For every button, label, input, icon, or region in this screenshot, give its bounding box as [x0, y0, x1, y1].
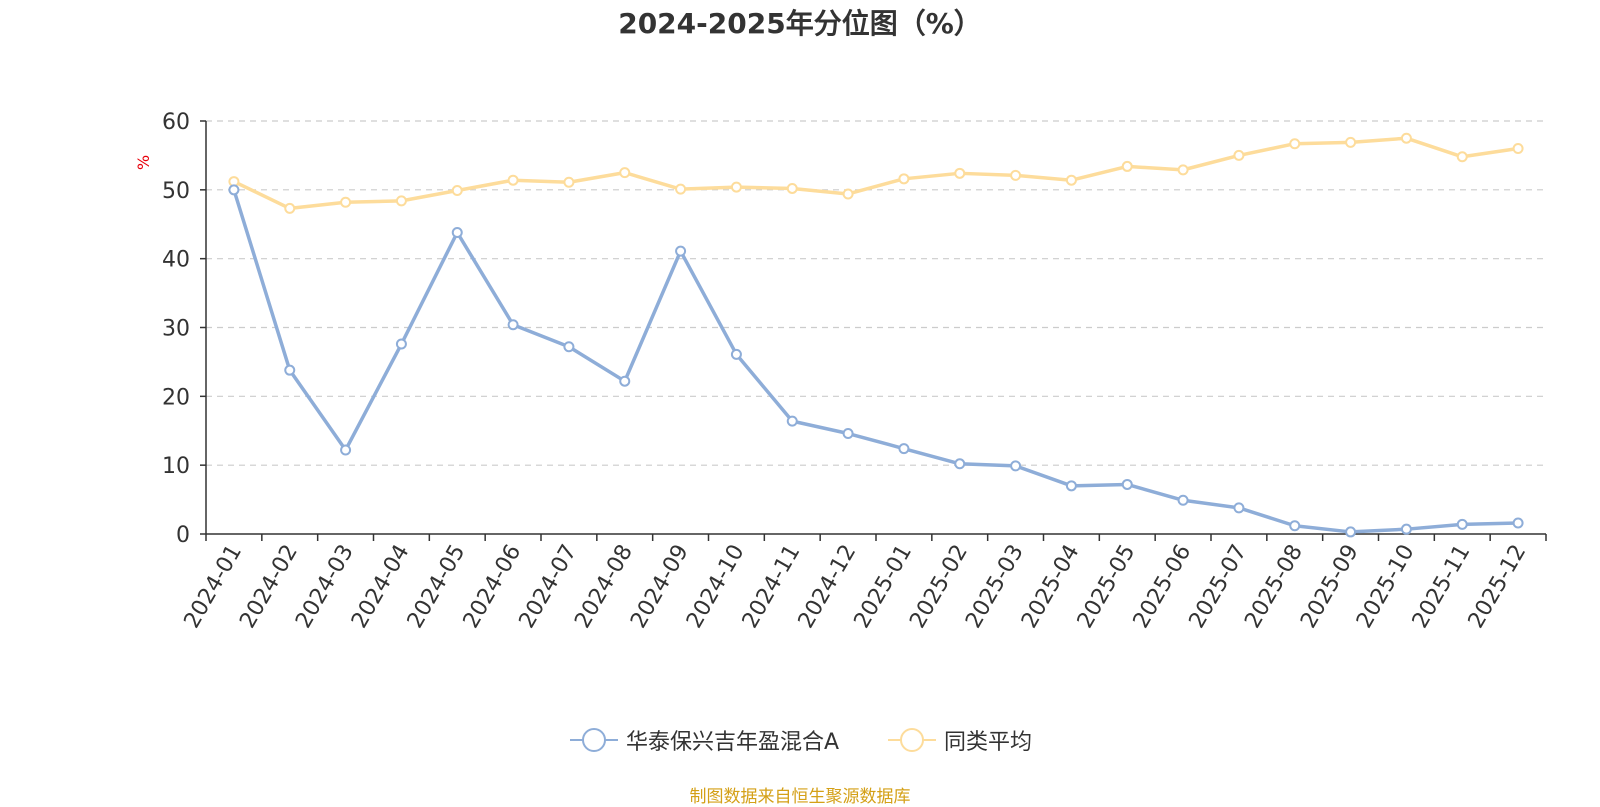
legend-average-symbol	[888, 728, 936, 752]
data-point	[395, 338, 407, 350]
y-axis: 0 10 20 30 40 50 60%	[134, 110, 207, 548]
data-point	[1345, 526, 1357, 538]
data-point	[842, 188, 854, 200]
legend-item-fund[interactable]: 华泰保兴吉年盈混合A	[570, 724, 839, 756]
data-point	[1400, 523, 1412, 535]
data-point	[1065, 174, 1077, 186]
series-group	[228, 132, 1524, 538]
data-point	[228, 184, 240, 196]
legend-item-average[interactable]: 同类平均	[888, 724, 1032, 756]
legend-fund-label: 华泰保兴吉年盈混合A	[626, 730, 840, 755]
data-point	[954, 167, 966, 179]
series-line-1	[233, 136, 1519, 211]
data-point	[1010, 460, 1022, 472]
data-point	[619, 167, 631, 179]
data-point	[563, 341, 575, 353]
data-point	[507, 174, 519, 186]
data-point	[619, 375, 631, 387]
data-point	[730, 348, 742, 360]
y-tick-label: 40	[162, 248, 190, 273]
y-tick-label: 10	[162, 454, 190, 479]
data-point	[451, 227, 463, 239]
y-tick-label: 20	[162, 385, 190, 410]
data-point	[786, 182, 798, 194]
data-point	[1121, 160, 1133, 172]
x-axis: 2024-012024-022024-032024-042024-052024-…	[180, 533, 1547, 633]
y-axis-label: %	[134, 155, 153, 170]
data-point	[340, 196, 352, 208]
data-point	[1345, 136, 1357, 148]
legend-average-label: 同类平均	[944, 730, 1033, 755]
data-point	[1177, 164, 1189, 176]
data-point	[284, 364, 296, 376]
data-point	[1512, 517, 1524, 529]
data-point	[675, 183, 687, 195]
data-point	[284, 202, 296, 214]
data-point	[898, 173, 910, 185]
legend-fund-symbol	[570, 728, 618, 752]
data-point	[675, 245, 687, 257]
data-point	[563, 176, 575, 188]
y-tick-label: 0	[176, 523, 190, 548]
grid-lines	[206, 120, 1546, 466]
y-tick-label: 30	[162, 317, 190, 342]
y-tick-label: 50	[162, 179, 190, 204]
data-point	[1233, 502, 1245, 514]
data-point	[451, 185, 463, 197]
data-point	[340, 444, 352, 456]
data-point	[1065, 480, 1077, 492]
data-point	[730, 181, 742, 193]
data-point	[395, 195, 407, 207]
data-point	[1289, 520, 1301, 532]
data-point	[1233, 149, 1245, 161]
data-point	[1456, 151, 1468, 163]
data-point	[786, 415, 798, 427]
data-point	[507, 319, 519, 331]
data-source-note: 制图数据来自恒生聚源数据库	[689, 787, 911, 807]
data-point	[1121, 478, 1133, 490]
data-point	[954, 458, 966, 470]
chart-title: 2024-2025年分位图（%）	[618, 7, 982, 40]
data-point	[1177, 494, 1189, 506]
y-tick-label: 60	[162, 110, 190, 135]
data-point	[898, 443, 910, 455]
data-point	[1400, 132, 1412, 144]
data-point	[1512, 143, 1524, 155]
data-point	[1289, 138, 1301, 150]
data-point	[842, 428, 854, 440]
data-point	[1010, 169, 1022, 181]
series-line-0	[232, 189, 1519, 534]
data-point	[1456, 518, 1468, 530]
